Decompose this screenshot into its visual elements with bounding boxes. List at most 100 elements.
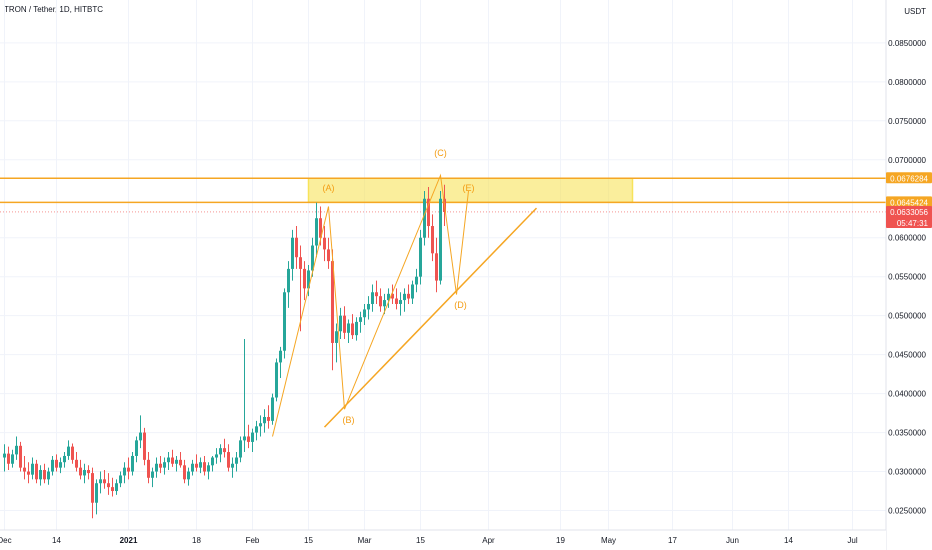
- candle: [67, 440, 70, 460]
- candle-body: [167, 457, 170, 463]
- candle-body: [43, 469, 46, 480]
- candle: [307, 265, 310, 297]
- candle-body: [119, 475, 122, 484]
- candle: [135, 436, 138, 463]
- candle: [435, 237, 438, 293]
- candle-body: [99, 479, 102, 484]
- candle: [111, 477, 114, 497]
- price-axis[interactable]: 0.0250000 0.0300000 0.0350000 0.0400000 0.04…: [885, 0, 932, 550]
- candle-body: [327, 249, 330, 262]
- candle-body: [215, 454, 218, 458]
- candle-body: [271, 397, 274, 421]
- candle: [263, 409, 266, 433]
- candle-body: [23, 467, 26, 472]
- candle-body: [427, 198, 430, 227]
- time-tick-label: May: [601, 536, 616, 545]
- candle: [323, 226, 326, 262]
- candle-body: [195, 463, 198, 468]
- wave-label: (B): [343, 415, 355, 425]
- candle: [251, 428, 254, 453]
- candle: [23, 455, 26, 480]
- candle-body: [107, 483, 110, 488]
- candle: [215, 448, 218, 464]
- candle: [115, 479, 118, 495]
- candle: [219, 444, 222, 463]
- candle-body: [255, 426, 258, 433]
- candle: [139, 415, 142, 449]
- candle-body: [3, 453, 6, 458]
- resistance-zone: [307, 177, 634, 204]
- candle: [243, 339, 246, 453]
- support-trendline: [323, 207, 538, 428]
- candle: [283, 288, 286, 359]
- candle-body: [339, 315, 342, 332]
- candle-body: [343, 315, 346, 333]
- candle: [235, 452, 238, 472]
- candle-body: [323, 237, 326, 250]
- candle: [255, 420, 258, 441]
- time-tick-label: 18: [192, 536, 201, 545]
- candle: [143, 427, 146, 466]
- candle-body: [299, 257, 302, 269]
- candle: [15, 436, 18, 460]
- candle-body: [331, 261, 334, 343]
- candle-body: [267, 416, 270, 421]
- candle-body: [363, 309, 366, 318]
- price-tick-label: 0.0250000: [888, 507, 926, 516]
- candle-body: [35, 463, 38, 480]
- candle: [375, 280, 378, 304]
- candle: [199, 457, 202, 474]
- wave-label: (C): [434, 148, 447, 158]
- candle: [299, 245, 302, 332]
- candle: [335, 323, 338, 363]
- candle-body: [415, 276, 418, 285]
- candle: [379, 288, 382, 312]
- time-tick-label: 15: [416, 536, 425, 545]
- candle-body: [435, 253, 438, 281]
- candle: [131, 452, 134, 476]
- candle-body: [335, 331, 338, 343]
- time-tick-label: 15: [304, 536, 313, 545]
- candle: [163, 457, 166, 475]
- candle-body: [123, 467, 126, 476]
- time-axis[interactable]: Dec 14 2021 18 Feb 15 Mar 15 Apr 19 May 17 Jun 14 Jul: [0, 529, 886, 550]
- candle-body: [91, 473, 94, 503]
- candle-body: [163, 462, 166, 468]
- price-tick-label: 0.0450000: [888, 351, 926, 360]
- price-tick-label: 0.0800000: [888, 78, 926, 87]
- candle: [371, 284, 374, 312]
- candle: [423, 190, 426, 246]
- price-tag-text: 0.0645424: [890, 198, 928, 207]
- price-tick-label: 0.0600000: [888, 234, 926, 243]
- candle-body: [55, 459, 58, 468]
- candle-body: [419, 237, 422, 277]
- candle: [27, 462, 30, 484]
- candle-body: [287, 268, 290, 293]
- time-tick-label: 17: [668, 536, 677, 545]
- candle-body: [31, 463, 34, 475]
- candle-body: [75, 459, 78, 468]
- candle-body: [95, 483, 98, 503]
- candle: [147, 452, 150, 484]
- price-tag: 0.0633056 05:47:31: [886, 205, 932, 228]
- price-tick-label: 0.0350000: [888, 429, 926, 438]
- candle: [19, 441, 22, 472]
- candle: [179, 452, 182, 468]
- candle-body: [279, 350, 282, 363]
- candle: [55, 454, 58, 472]
- candle-body: [211, 457, 214, 466]
- candle-body: [239, 440, 242, 458]
- price-tick-label: 0.0500000: [888, 312, 926, 321]
- candle-body: [367, 303, 370, 310]
- candle-body: [191, 463, 194, 472]
- time-tick-label: Dec: [0, 536, 12, 545]
- candle-body: [11, 454, 14, 464]
- grid: [0, 0, 886, 530]
- time-tick-label: 14: [784, 536, 793, 545]
- candle-body: [187, 471, 190, 480]
- candle-body: [359, 317, 362, 322]
- candle: [239, 436, 242, 463]
- candle: [355, 317, 358, 341]
